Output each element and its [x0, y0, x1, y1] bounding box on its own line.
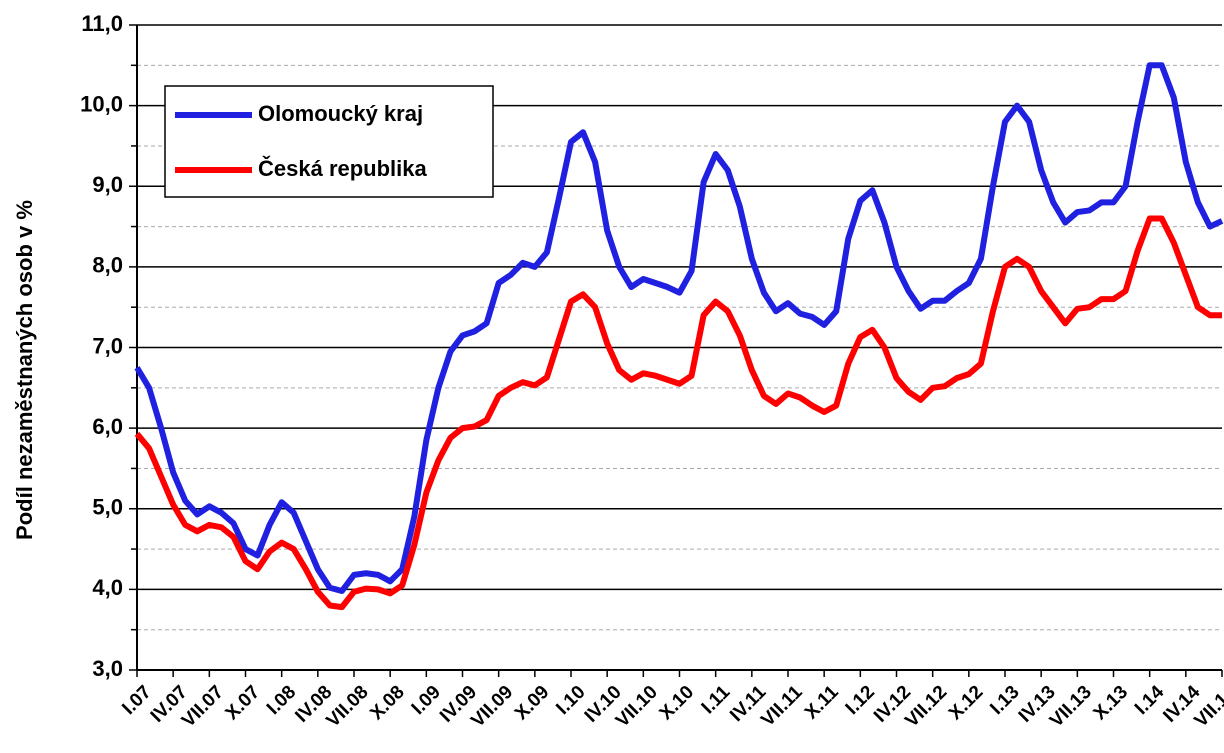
x-tick-label: VII.08	[323, 682, 373, 732]
y-tick-label: 5,0	[92, 495, 123, 520]
x-tick-label: X.10	[656, 682, 698, 724]
x-tick-label: X.11	[801, 681, 843, 723]
x-tick-label: X.07	[222, 682, 264, 724]
series-line	[134, 62, 1224, 594]
x-tick-label: VII.11	[757, 681, 807, 731]
x-tick-label: VII.12	[901, 682, 951, 732]
x-tick-label: VII.10	[612, 682, 662, 732]
y-tick-label: 10,0	[80, 91, 123, 116]
x-tick-label: X.13	[1090, 682, 1132, 724]
series-line	[134, 215, 1222, 611]
x-tick-label: X.08	[366, 682, 408, 724]
y-tick-label: 9,0	[92, 172, 123, 197]
y-tick-label: 7,0	[92, 333, 123, 358]
legend: Olomoucký kraj Česká republika	[164, 85, 494, 198]
legend-label: Česká republika	[258, 156, 428, 181]
x-tick-label: X.09	[511, 682, 553, 724]
y-tick-label: 3,0	[92, 656, 123, 681]
y-tick-label: 6,0	[92, 414, 123, 439]
y-tick-label: 8,0	[92, 253, 123, 278]
y-axis-label: Podíl nezaměstnaných osob v %	[12, 200, 37, 540]
y-tick-label: 4,0	[92, 575, 123, 600]
y-tick-label: 11,0	[81, 11, 123, 36]
legend-label: Olomoucký kraj	[258, 101, 423, 126]
legend-box	[164, 85, 494, 198]
x-tick-label: VII.13	[1046, 682, 1096, 732]
x-tick-label: VII.07	[178, 682, 228, 732]
x-tick-label: VII.09	[467, 682, 517, 732]
x-tick-label: X.12	[945, 682, 987, 724]
